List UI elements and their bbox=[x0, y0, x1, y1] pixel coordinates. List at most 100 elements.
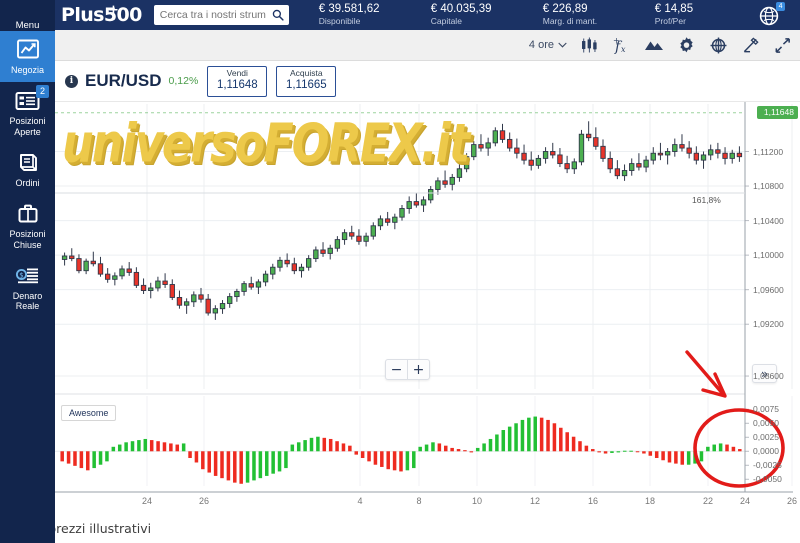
instrument-change: 0,12% bbox=[168, 75, 199, 87]
oscillator-tick-label: 0,0075 bbox=[753, 404, 779, 415]
svg-text:$: $ bbox=[19, 271, 23, 279]
sidebar: Menu Negozia 2 Posizioni Aperte Ordini Posiz… bbox=[0, 0, 55, 543]
oscillator-tick-label: -0,0050 bbox=[753, 474, 782, 485]
account-metric-marg-di-mant: € 226,89 Marg. di mant. bbox=[543, 3, 655, 27]
sidebar-item-label: Posizioni Aperte bbox=[9, 116, 46, 137]
account-summary: € 39.581,62 Disponibile € 40.035,39 Capital… bbox=[319, 3, 767, 27]
time-tick-label: 18 bbox=[644, 496, 656, 506]
fullscreen-icon[interactable] bbox=[773, 36, 792, 55]
globe-notifications-button[interactable]: 4 bbox=[758, 2, 785, 28]
menu-label: Menu bbox=[15, 20, 40, 31]
settings-gear-icon[interactable] bbox=[677, 36, 696, 55]
search-input[interactable] bbox=[159, 9, 272, 21]
metric-value: € 40.035,39 bbox=[430, 3, 492, 15]
oscillator-label: Awesome bbox=[61, 405, 117, 421]
search-icon bbox=[272, 9, 284, 21]
oscillator-tick-label: -0,0025 bbox=[753, 460, 782, 471]
annotation-ellipse bbox=[693, 408, 785, 488]
svg-text:x: x bbox=[621, 45, 626, 54]
current-price-badge: 1,11648 bbox=[756, 105, 798, 119]
time-tick-label: 4 bbox=[357, 496, 363, 506]
time-tick-label: 10 bbox=[471, 496, 483, 506]
price-tick-label: 1,09600 bbox=[753, 284, 784, 295]
time-tick-label: 8 bbox=[416, 496, 422, 506]
sidebar-item-denaro-reale[interactable]: $ Denaro Reale bbox=[0, 257, 55, 319]
globe-badge: 4 bbox=[776, 2, 785, 11]
info-icon[interactable]: i bbox=[65, 74, 78, 88]
sidebar-item-label: Denaro Reale bbox=[12, 291, 43, 312]
metric-label: Disponibile bbox=[318, 16, 361, 27]
price-tick-label: 1,11200 bbox=[753, 146, 784, 157]
zoom-out-button[interactable]: − bbox=[390, 361, 403, 378]
sidebar-item-label: Posizioni Chiuse bbox=[9, 229, 46, 250]
zoom-controls[interactable]: − + bbox=[385, 359, 430, 380]
price-tick-label: 1,09200 bbox=[753, 319, 784, 330]
time-tick-label: 26 bbox=[198, 496, 210, 506]
time-tick-label: 24 bbox=[141, 496, 153, 506]
metric-value: € 226,89 bbox=[542, 3, 588, 15]
timeframe-label: 4 ore bbox=[528, 39, 554, 51]
sidebar-item-posizioni-chiuse[interactable]: Posizioni Chiuse bbox=[0, 195, 55, 257]
metric-value: € 39.581,62 bbox=[318, 3, 380, 15]
sell-price: 1,11648 bbox=[216, 79, 258, 92]
price-and-oscillator-chart[interactable] bbox=[55, 102, 800, 513]
sidebar-item-ordini[interactable]: Ordini bbox=[0, 144, 55, 195]
time-tick-label: 26 bbox=[786, 496, 798, 506]
account-metric-capitale: € 40.035,39 Capitale bbox=[431, 3, 543, 27]
indicators-fx-icon[interactable]: f x + bbox=[612, 36, 631, 55]
money-news-icon: $ bbox=[0, 264, 55, 288]
annotation-arrow bbox=[685, 350, 727, 398]
oscillator-tick-label: 0,0050 bbox=[753, 418, 779, 429]
sell-button[interactable]: Vendi 1,11648 bbox=[207, 65, 268, 97]
sidebar-badge: 2 bbox=[35, 85, 49, 99]
price-tick-label: 1,10000 bbox=[753, 250, 784, 261]
plus500-logo: Plus500 + bbox=[55, 3, 150, 26]
search-box[interactable] bbox=[153, 5, 289, 25]
sidebar-item-posizioni-aperte[interactable]: 2 Posizioni Aperte bbox=[0, 82, 55, 144]
sidebar-item-negozia[interactable]: Negozia bbox=[0, 31, 55, 83]
book-icon bbox=[0, 151, 55, 175]
buy-label: Acquista bbox=[289, 68, 323, 79]
time-tick-label: 16 bbox=[587, 496, 599, 506]
instrument-name: EUR/USD bbox=[85, 71, 162, 90]
draw-pen-icon[interactable] bbox=[741, 36, 760, 55]
chart-toolbar: 4 ore f x + bbox=[55, 30, 800, 61]
crosshair-globe-icon[interactable] bbox=[709, 36, 728, 55]
account-metric-prof-per: € 14,85 Prof/Per bbox=[655, 3, 767, 27]
svg-text:+: + bbox=[613, 36, 620, 45]
oscillator-tick-label: 0,0025 bbox=[753, 432, 779, 443]
plus-mark-icon: + bbox=[108, 3, 119, 18]
chevron-down-icon bbox=[558, 42, 567, 48]
price-tick-label: 1,08600 bbox=[753, 371, 784, 382]
time-tick-label: 22 bbox=[702, 496, 714, 506]
timeframe-selector[interactable]: 4 ore bbox=[529, 39, 567, 51]
price-tick-label: 1,10400 bbox=[753, 215, 784, 226]
brand-text: Plus500 bbox=[61, 4, 142, 26]
instrument-header: i EUR/USD 0,12% Vendi 1,11648 Acquista 1… bbox=[55, 61, 800, 102]
sell-label: Vendi bbox=[226, 68, 248, 79]
scroll-right-button[interactable]: » bbox=[752, 364, 777, 383]
account-metric-disponibile: € 39.581,62 Disponibile bbox=[319, 3, 431, 27]
fibonacci-label: 161,8% bbox=[692, 195, 721, 205]
globe-icon bbox=[759, 6, 779, 26]
time-tick-label: 24 bbox=[739, 496, 751, 506]
svg-text:f: f bbox=[614, 39, 623, 55]
sidebar-item-label: Negozia bbox=[10, 65, 45, 75]
chart-area[interactable]: universoFOREX.it 1,11648 161,8% Awesome … bbox=[55, 102, 800, 513]
area-chart-icon[interactable] bbox=[644, 36, 664, 55]
zoom-divider bbox=[407, 360, 408, 379]
metric-label: Marg. di mant. bbox=[542, 16, 598, 27]
metric-label: Prof/Per bbox=[654, 16, 686, 27]
briefcase-icon bbox=[0, 202, 55, 226]
candlestick-type-icon[interactable] bbox=[580, 36, 599, 55]
buy-price: 1,11665 bbox=[285, 79, 327, 92]
chart-line-icon bbox=[0, 38, 55, 62]
zoom-in-button[interactable]: + bbox=[412, 361, 425, 378]
footnote: * prezzi illustrativi bbox=[0, 513, 800, 543]
list-icon bbox=[0, 89, 55, 113]
buy-button[interactable]: Acquista 1,11665 bbox=[276, 65, 337, 97]
metric-value: € 14,85 bbox=[654, 3, 694, 15]
sidebar-item-label: Ordini bbox=[15, 178, 40, 189]
